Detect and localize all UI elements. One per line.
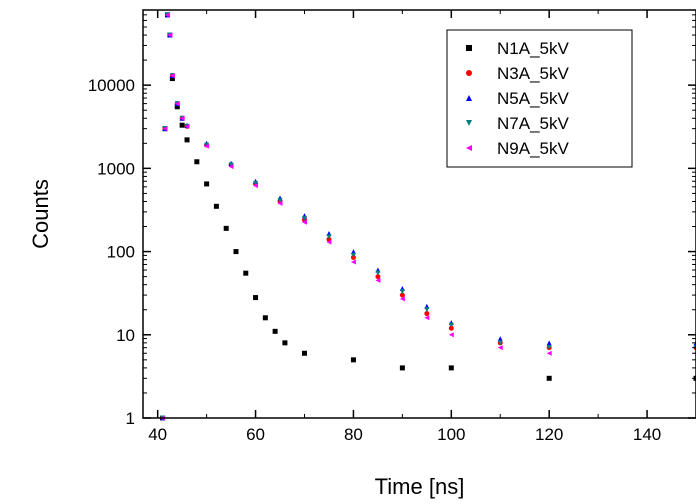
legend-marker: [466, 95, 472, 101]
data-point: [301, 350, 307, 356]
data-point: [424, 315, 430, 321]
data-point: [233, 249, 239, 255]
data-point: [497, 336, 503, 342]
data-point: [375, 270, 381, 276]
y-tick-label: 10000: [88, 76, 135, 95]
data-point: [350, 259, 356, 265]
data-point: [169, 73, 175, 79]
data-point: [546, 340, 552, 346]
legend-label: N1A_5kV: [497, 39, 569, 58]
data-point: [399, 292, 405, 298]
y-tick-label: 1000: [97, 159, 135, 178]
data-point: [375, 274, 381, 280]
data-point: [213, 203, 219, 209]
data-point: [448, 332, 454, 338]
data-point: [350, 252, 356, 258]
x-tick-label: 40: [148, 425, 167, 444]
legend-marker: [466, 70, 472, 76]
data-point: [399, 296, 405, 302]
data-point: [301, 219, 307, 225]
legend: N1A_5kV N3A_5kV N5A_5kV N7A_5kV N9A_5kV: [446, 29, 633, 168]
y-tick-label: 1: [126, 409, 135, 428]
data-point: [223, 225, 229, 231]
data-point: [399, 365, 405, 371]
data-point: [277, 200, 283, 206]
legend-item: N3A_5kV: [466, 64, 569, 83]
legend-marker: [466, 145, 472, 151]
x-tick-label: 100: [437, 425, 465, 444]
data-point: [448, 365, 454, 371]
legend-label: N3A_5kV: [497, 64, 569, 83]
data-point: [243, 270, 249, 276]
data-point: [228, 164, 234, 170]
data-point: [546, 375, 552, 381]
data-point: [282, 340, 288, 346]
data-point: [424, 311, 430, 317]
data-point: [326, 239, 332, 245]
data-point: [228, 162, 234, 168]
data-point: [164, 12, 170, 18]
data-point: [272, 328, 278, 334]
legend-label: N9A_5kV: [497, 139, 569, 158]
data-point: [253, 180, 259, 186]
data-point: [204, 143, 210, 149]
data-point: [179, 122, 185, 128]
x-tick-label: 80: [344, 425, 363, 444]
data-point: [179, 115, 185, 121]
data-point: [174, 101, 180, 107]
data-point: [204, 181, 210, 187]
legend-label: N7A_5kV: [497, 114, 569, 133]
data-point: [350, 249, 356, 255]
data-point: [253, 183, 259, 189]
data-point: [169, 76, 175, 82]
data-point: [546, 350, 552, 356]
legend-label: N5A_5kV: [497, 89, 569, 108]
legend-item: N1A_5kV: [466, 39, 569, 58]
data-point: [424, 307, 430, 313]
x-tick-label: 120: [535, 425, 563, 444]
data-point: [375, 277, 381, 283]
series-N9A_5kV: [160, 12, 696, 421]
x-axis-title: Time [ns]: [375, 474, 465, 499]
data-point: [277, 198, 283, 204]
legend-box: [446, 29, 633, 168]
x-tick-label: 60: [246, 425, 265, 444]
data-point: [448, 325, 454, 331]
data-point: [497, 345, 503, 351]
legend-item: N5A_5kV: [466, 89, 569, 108]
data-point: [497, 340, 503, 346]
plot-frame: [142, 9, 696, 419]
data-point: [184, 123, 190, 129]
data-point: [301, 215, 307, 221]
data-point: [399, 289, 405, 295]
data-point: [253, 295, 259, 301]
data-point: [162, 126, 168, 132]
axes-layer: 40 60 80 100 120 140 1 10 100 1000 10000: [88, 9, 696, 444]
legend-item: N9A_5kV: [466, 139, 569, 158]
data-point: [262, 315, 268, 321]
x-tick-label: 140: [633, 425, 661, 444]
data-point: [167, 32, 173, 38]
legend-marker: [466, 120, 472, 126]
data-point: [174, 104, 180, 110]
data-point: [326, 234, 332, 240]
y-axis-title: Counts: [28, 179, 53, 249]
data-layer: [160, 12, 696, 421]
y-tick-label: 10: [116, 326, 135, 345]
legend-marker: [466, 45, 472, 51]
y-tick-label: 100: [107, 243, 135, 262]
legend-item: N7A_5kV: [466, 114, 569, 133]
data-point: [184, 137, 190, 143]
data-point: [546, 345, 552, 351]
data-point: [350, 357, 356, 363]
data-point: [194, 159, 200, 165]
data-point: [448, 322, 454, 328]
